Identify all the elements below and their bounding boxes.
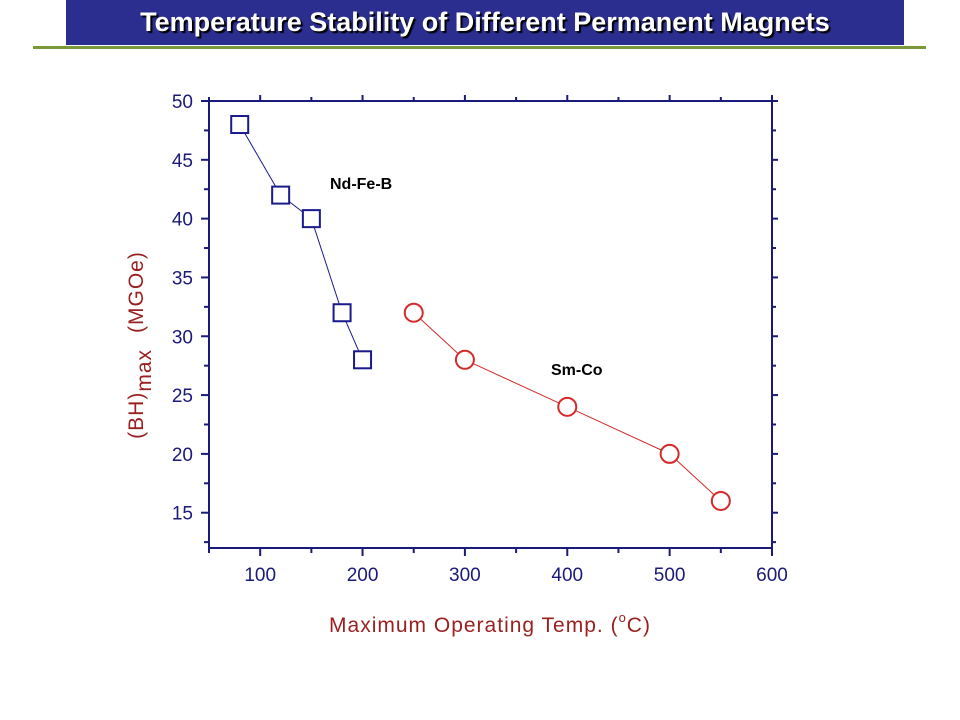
y-tick-label: 45 <box>172 151 193 172</box>
x-tick-label: 500 <box>654 565 686 586</box>
x-axis-title: Maximum Operating Temp. (oC) <box>329 610 651 637</box>
plot-frame <box>208 100 773 549</box>
series-nd-fe-b <box>230 115 373 370</box>
series-line <box>288 201 304 213</box>
series-label: Nd-Fe-B <box>330 176 392 193</box>
data-point-circle <box>403 302 424 323</box>
series-layer <box>230 115 731 511</box>
data-point-square <box>353 350 373 370</box>
series-line <box>675 459 715 496</box>
data-point-square <box>230 115 250 135</box>
y-tick-label: 15 <box>172 504 193 525</box>
labels-layer: Nd-Fe-B Sm-Co Maximum Operating Temp. (oC)… <box>125 176 651 637</box>
data-point-square <box>301 209 321 229</box>
data-point-square <box>332 303 352 323</box>
series-line <box>472 363 560 404</box>
page-title: Temperature Stability of Different Perma… <box>140 7 830 37</box>
title-rule <box>33 46 926 49</box>
y-tick-label: 35 <box>172 268 193 289</box>
x-tick-label: 300 <box>449 565 481 586</box>
y-tick-label: 40 <box>172 210 193 231</box>
data-point-circle <box>659 443 680 464</box>
series-line <box>313 226 340 305</box>
y-tick-label: 25 <box>172 386 193 407</box>
series-line <box>575 410 662 451</box>
series-sm-co <box>403 302 731 511</box>
series-label: Sm-Co <box>551 362 603 379</box>
x-tick-label: 400 <box>551 565 583 586</box>
data-point-circle <box>454 349 475 370</box>
y-axis-title: (BH)max(MGOe) <box>125 251 156 439</box>
x-tick-label: 600 <box>756 565 788 586</box>
series-line <box>420 318 459 355</box>
y-tick-label: 50 <box>172 92 193 113</box>
y-tick-label: 30 <box>172 327 193 348</box>
axes: 100 200 300 400 500 600 15 20 25 30 35 40 45 50 <box>172 92 788 586</box>
title-bar: Temperature Stability of Different Perma… <box>66 0 904 45</box>
data-point-square <box>271 185 291 205</box>
y-tick-label: 20 <box>172 445 193 466</box>
x-tick-label: 200 <box>347 565 379 586</box>
data-point-circle <box>710 490 731 511</box>
series-line <box>345 321 360 352</box>
data-point-circle <box>557 396 578 417</box>
series-line <box>244 132 277 187</box>
x-tick-label: 100 <box>244 565 276 586</box>
